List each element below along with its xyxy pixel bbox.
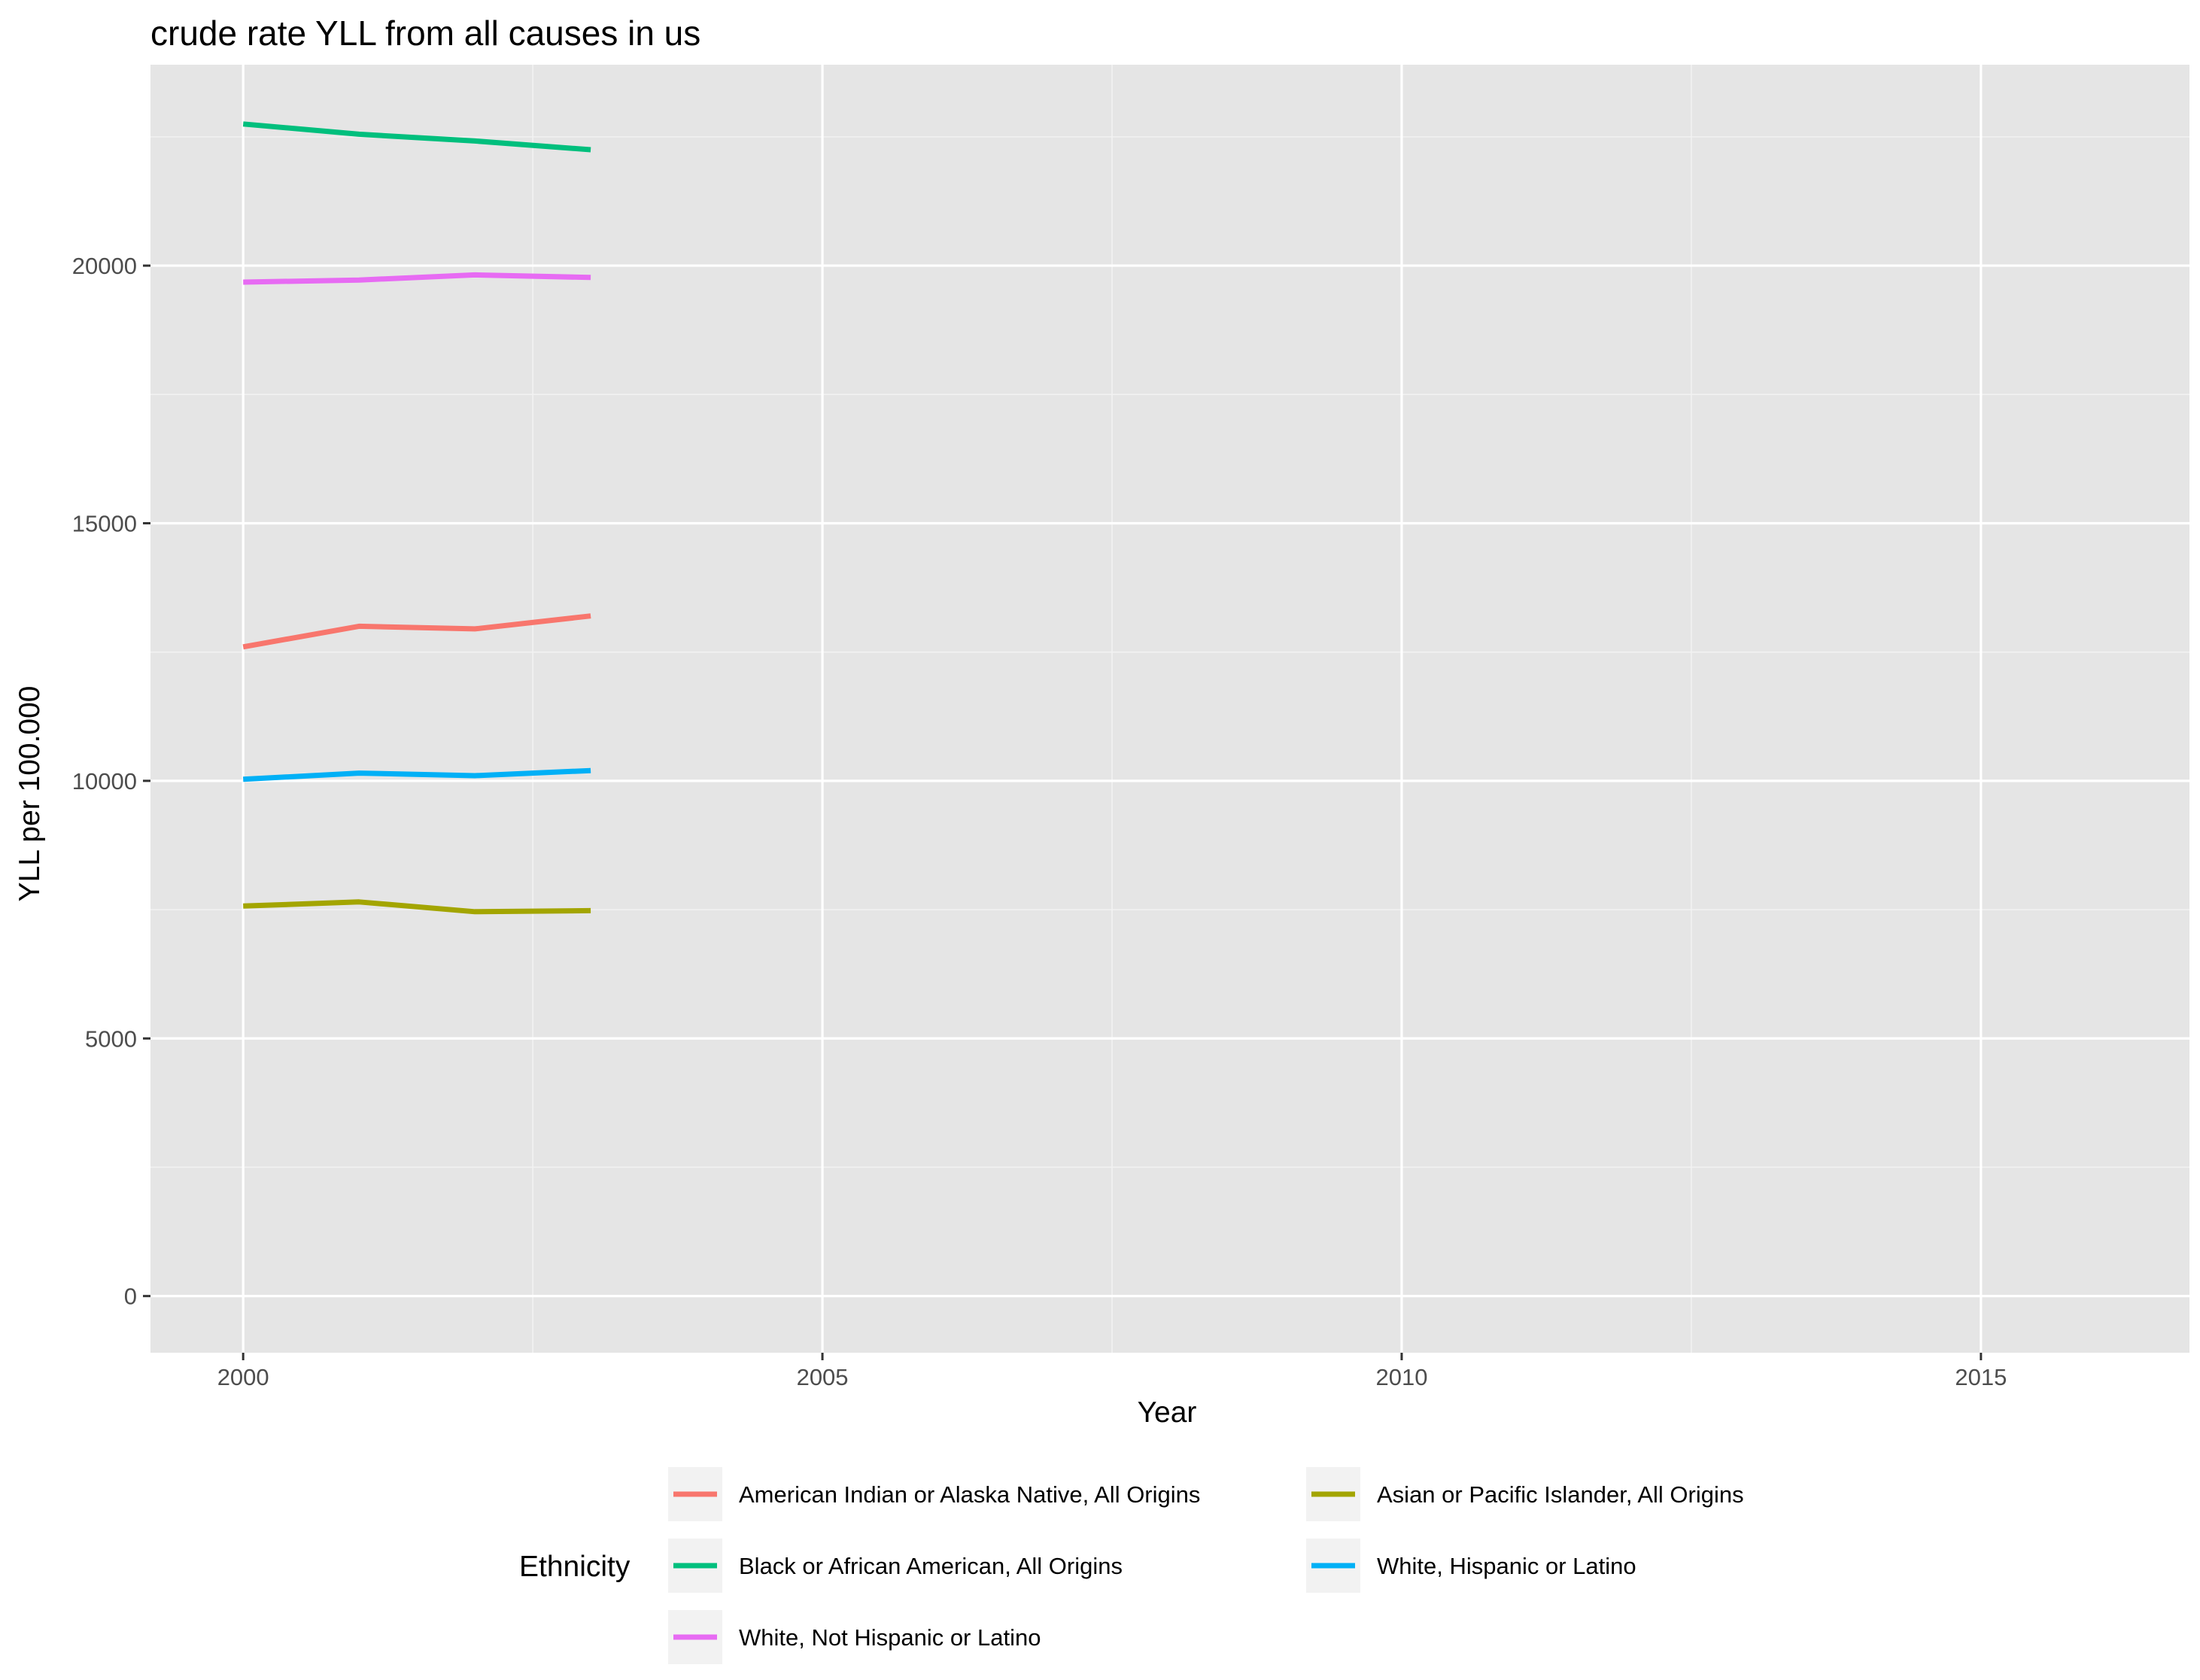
series-line bbox=[242, 121, 591, 153]
y-tick-label: 15000 bbox=[72, 510, 137, 536]
series-line bbox=[242, 613, 591, 650]
series-line bbox=[243, 899, 591, 915]
minor-gridlines bbox=[150, 65, 2189, 1353]
x-tick-label: 2005 bbox=[797, 1364, 849, 1390]
legend-label: White, Not Hispanic or Latino bbox=[739, 1624, 1041, 1651]
y-tick-label: 10000 bbox=[72, 768, 137, 794]
x-tick-label: 2000 bbox=[217, 1364, 269, 1390]
y-axis-title: YLL per 100.000 bbox=[14, 686, 46, 902]
series-line bbox=[243, 272, 591, 285]
y-axis: 0 5000 10000 15000 20000 bbox=[72, 253, 150, 1310]
x-axis-title: Year bbox=[1138, 1396, 1197, 1429]
legend-label: American Indian or Alaska Native, All Or… bbox=[739, 1481, 1200, 1508]
series-line bbox=[243, 767, 591, 782]
x-tick-label: 2010 bbox=[1375, 1364, 1427, 1390]
y-tick-label: 5000 bbox=[85, 1025, 137, 1052]
legend-label: White, Hispanic or Latino bbox=[1377, 1553, 1636, 1579]
y-tick-label: 20000 bbox=[72, 253, 137, 279]
chart-title: crude rate YLL from all causes in us bbox=[150, 14, 700, 53]
y-tick-label: 0 bbox=[124, 1284, 137, 1310]
major-gridlines bbox=[150, 65, 2189, 1353]
legend-label: Black or African American, All Origins bbox=[739, 1553, 1123, 1579]
x-tick-label: 2015 bbox=[1955, 1364, 2007, 1390]
legend-title: Ethnicity bbox=[519, 1551, 631, 1583]
x-axis: 2000 2005 2010 2015 bbox=[217, 1353, 2007, 1390]
series-lines bbox=[242, 121, 591, 915]
legend: Ethnicity American Indian or Alaska Nati… bbox=[519, 1467, 1744, 1664]
legend-label: Asian or Pacific Islander, All Origins bbox=[1377, 1481, 1744, 1508]
plot-panel bbox=[150, 65, 2189, 1353]
